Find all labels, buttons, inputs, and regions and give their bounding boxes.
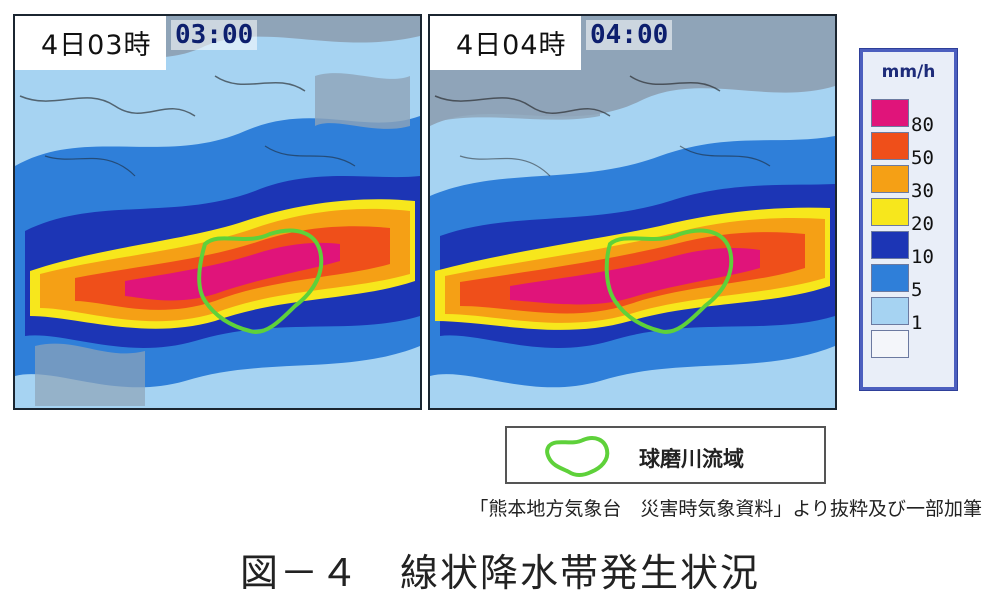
legend-swatch (871, 231, 909, 259)
legend-swatch (871, 297, 909, 325)
legend-swatch (871, 132, 909, 160)
legend-label: 20 (911, 213, 934, 235)
legend-label: 50 (911, 147, 934, 169)
radar-map-0400: 04:00 4日04時 (428, 14, 837, 410)
legend-label: 10 (911, 246, 934, 268)
panel-date-label: 4日04時 (430, 16, 581, 70)
legend-label: 80 (911, 114, 934, 136)
legend-label: 30 (911, 180, 934, 202)
rainfall-legend: mm/h 80 50 30 20 10 5 1 (859, 48, 958, 391)
legend-label: 5 (911, 279, 923, 301)
radar-timestamp: 03:00 (171, 20, 258, 50)
radar-map-0300: 03:00 4日03時 (13, 14, 422, 410)
legend-swatch (871, 198, 909, 226)
panel-date-label: 4日03時 (15, 16, 166, 70)
legend-swatch (871, 165, 909, 193)
basin-key-label: 球磨川流域 (639, 447, 744, 471)
rain-map-graphic (430, 16, 835, 408)
radar-timestamp: 04:00 (586, 20, 673, 50)
legend-label: 1 (911, 312, 923, 334)
legend-unit: mm/h (881, 62, 936, 82)
basin-outline-icon (545, 436, 610, 477)
rain-map-graphic (15, 16, 420, 408)
legend-swatch (871, 99, 909, 127)
legend-swatch (871, 330, 909, 358)
source-note: 「熊本地方気象台 災害時気象資料」より抜粋及び一部加筆 (469, 498, 982, 520)
legend-swatch (871, 264, 909, 292)
figure-caption: 図－４ 線状降水帯発生状況 (239, 551, 760, 595)
basin-key: 球磨川流域 (505, 426, 826, 484)
legend-body: mm/h 80 50 30 20 10 5 1 (863, 52, 954, 387)
